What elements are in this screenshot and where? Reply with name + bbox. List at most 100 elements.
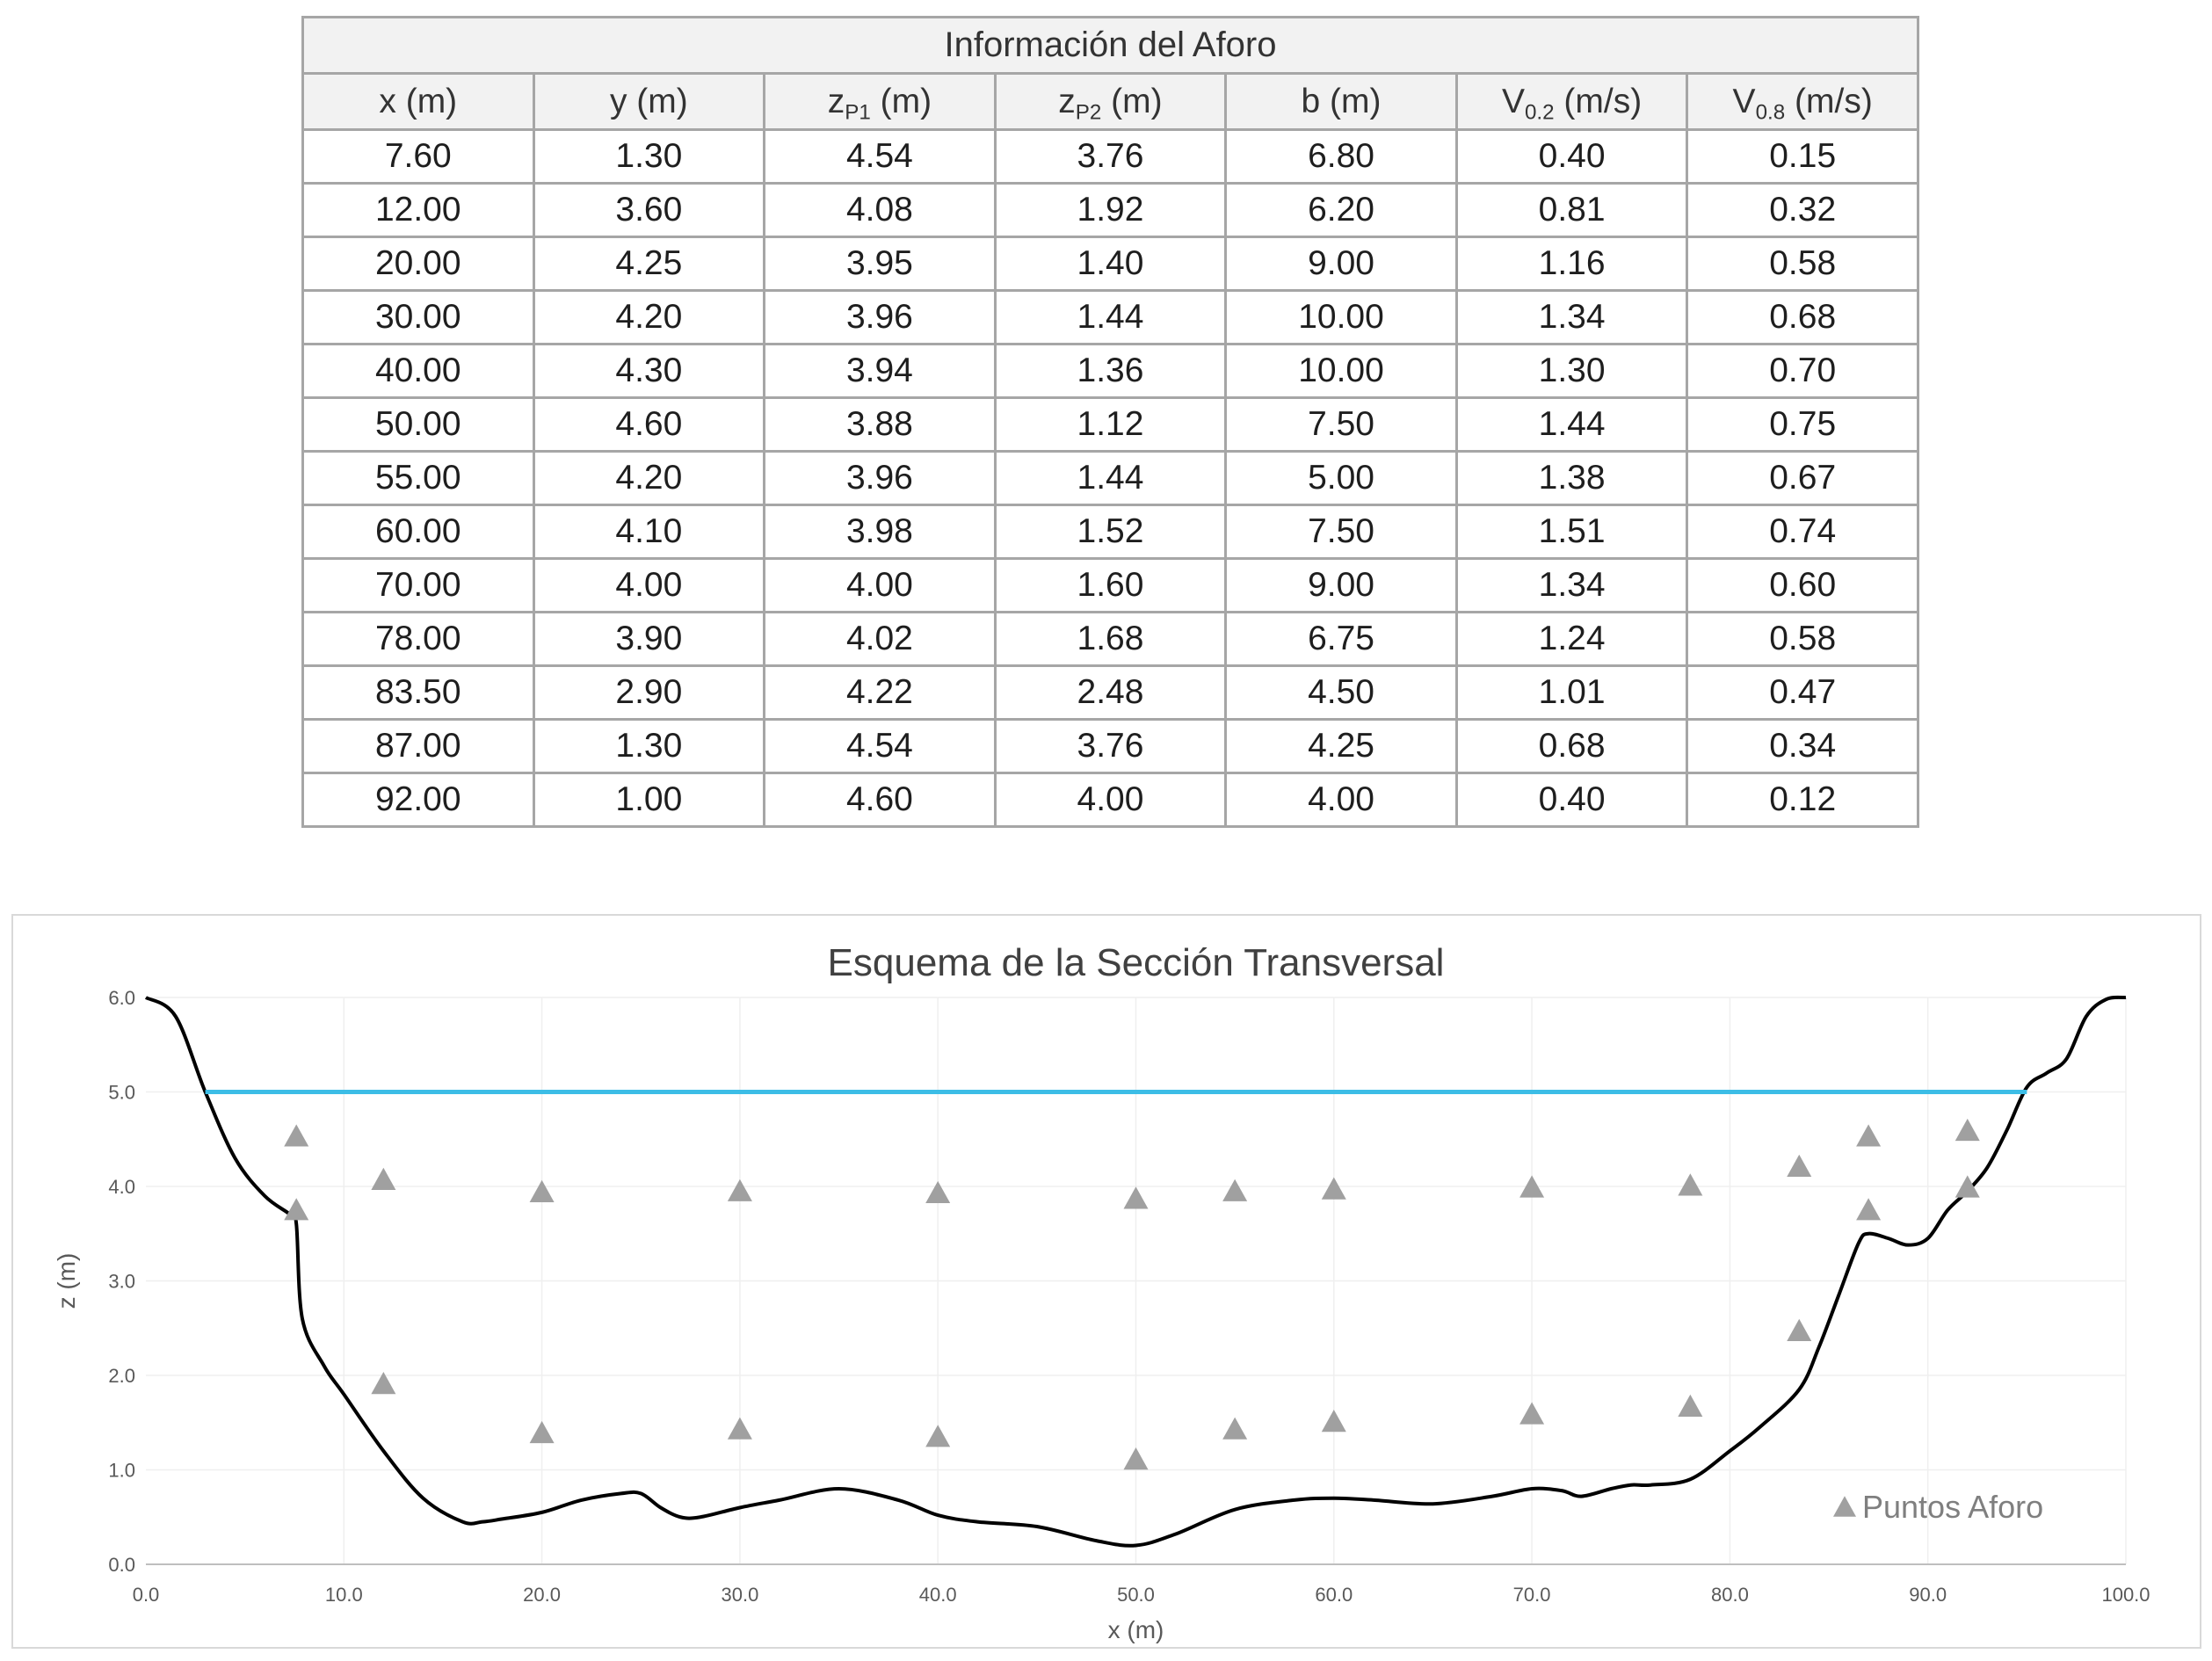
table-cell: 1.30 <box>532 718 766 774</box>
table-cell: 60.00 <box>301 504 535 560</box>
table-cell: 4.00 <box>763 557 997 613</box>
table-cell: 1.12 <box>993 396 1228 453</box>
x-tick-label: 90.0 <box>1909 1584 1947 1606</box>
table-cell: 2.90 <box>532 664 766 721</box>
table-title: Información del Aforo <box>301 16 1919 75</box>
table-cell: 1.34 <box>1454 557 1689 613</box>
table-cell: 1.52 <box>993 504 1228 560</box>
table-cell: 3.76 <box>993 128 1228 185</box>
x-tick-label: 70.0 <box>1513 1584 1551 1606</box>
table-cell: 3.60 <box>532 182 766 238</box>
chart-title: Esquema de la Sección Transversal <box>828 941 1445 984</box>
table-row: 70.00 4.00 4.00 1.60 9.00 1.34 0.60 <box>301 557 1919 613</box>
table-cell: 0.67 <box>1686 450 1919 506</box>
table-cell: 2.48 <box>993 664 1228 721</box>
aforo-point-marker <box>1519 1175 1545 1198</box>
table-cell: 3.88 <box>763 396 997 453</box>
table-cell: 4.20 <box>532 289 766 345</box>
table-cell: 55.00 <box>301 450 535 506</box>
aforo-point-marker <box>1856 1124 1882 1147</box>
aforo-point-marker <box>727 1417 752 1440</box>
aforo-point-marker <box>1222 1179 1248 1201</box>
aforo-point-marker <box>1519 1402 1545 1425</box>
table-cell: 3.95 <box>763 236 997 292</box>
column-header-unit: (m/s) <box>1554 82 1643 120</box>
legend-marker <box>1833 1496 1856 1517</box>
table-cell: 3.96 <box>763 450 997 506</box>
aforo-point-marker <box>1678 1394 1703 1417</box>
table-cell: 4.60 <box>532 396 766 453</box>
table-row: 50.00 4.60 3.88 1.12 7.50 1.44 0.75 <box>301 396 1919 453</box>
x-tick-label: 40.0 <box>919 1584 957 1606</box>
table-cell: 1.40 <box>993 236 1228 292</box>
riverbed-profile-line <box>144 995 2127 1548</box>
column-header-subscript: P1 <box>845 99 871 124</box>
column-header: y (m) <box>532 72 766 131</box>
table-row: 83.50 2.90 4.22 2.48 4.50 1.01 0.47 <box>301 664 1919 721</box>
table-cell: 83.50 <box>301 664 535 721</box>
table-cell: 1.60 <box>993 557 1228 613</box>
column-header-main: V <box>1501 82 1525 120</box>
table-cell: 0.75 <box>1686 396 1919 453</box>
aforo-point-marker <box>1321 1410 1346 1433</box>
table-row: 87.00 1.30 4.54 3.76 4.25 0.68 0.34 <box>301 718 1919 774</box>
table-cell: 0.15 <box>1686 128 1919 185</box>
column-header-unit: (m) <box>870 82 932 120</box>
table-row: 92.00 1.00 4.60 4.00 4.00 0.40 0.12 <box>301 772 1919 828</box>
aforo-point-marker <box>727 1179 752 1201</box>
table-cell: 12.00 <box>301 182 535 238</box>
table-cell: 1.38 <box>1454 450 1689 506</box>
y-tick-label: 0.0 <box>108 1554 135 1576</box>
table-cell: 7.60 <box>301 128 535 185</box>
column-header-main: y (m) <box>609 82 688 120</box>
y-tick-label: 3.0 <box>108 1271 135 1293</box>
table-header-row: x (m) y (m) zP1 (m) zP2 (m) b (m) V0.2 (m/s) V… <box>301 72 1919 131</box>
table-cell: 1.16 <box>1454 236 1689 292</box>
table-cell: 20.00 <box>301 236 535 292</box>
table-cell: 9.00 <box>1224 236 1458 292</box>
table-cell: 1.34 <box>1454 289 1689 345</box>
aforo-point-marker <box>1955 1175 1980 1198</box>
table-cell: 0.70 <box>1686 343 1919 399</box>
chart-legend: Puntos Aforo <box>1833 1489 2043 1525</box>
table-cell: 1.30 <box>532 128 766 185</box>
table-cell: 0.40 <box>1454 128 1689 185</box>
y-tick-label: 5.0 <box>108 1082 135 1104</box>
table-cell: 0.12 <box>1686 772 1919 828</box>
table-cell: 1.68 <box>993 611 1228 667</box>
y-axis-label: z (m) <box>53 1253 80 1309</box>
column-header-subscript: P2 <box>1075 99 1102 124</box>
chart-grid <box>146 997 2127 1564</box>
column-header-main: V <box>1732 82 1756 120</box>
aforo-point-marker <box>1678 1173 1703 1196</box>
column-header-main: b (m) <box>1301 82 1382 120</box>
table-row: 12.00 3.60 4.08 1.92 6.20 0.81 0.32 <box>301 182 1919 238</box>
y-tick-label: 2.0 <box>108 1365 135 1387</box>
table-cell: 4.22 <box>763 664 997 721</box>
aforo-point-marker <box>529 1179 555 1202</box>
table-row: 20.00 4.25 3.95 1.40 9.00 1.16 0.58 <box>301 236 1919 292</box>
y-tick-label: 6.0 <box>108 987 135 1009</box>
aforo-point-marker <box>1787 1318 1812 1341</box>
aforo-point-marker <box>1222 1417 1248 1440</box>
table-cell: 0.74 <box>1686 504 1919 560</box>
table-cell: 0.32 <box>1686 182 1919 238</box>
table-cell: 4.02 <box>763 611 997 667</box>
aforo-point-marker <box>529 1420 555 1444</box>
table-cell: 9.00 <box>1224 557 1458 613</box>
table-cell: 1.51 <box>1454 504 1689 560</box>
table-cell: 1.36 <box>993 343 1228 399</box>
column-header: zP1 (m) <box>763 72 997 131</box>
column-header: V0.2 (m/s) <box>1454 72 1689 131</box>
table-cell: 5.00 <box>1224 450 1458 506</box>
column-header: x (m) <box>301 72 535 131</box>
table-row: 30.00 4.20 3.96 1.44 10.00 1.34 0.68 <box>301 289 1919 345</box>
table-cell: 3.76 <box>993 718 1228 774</box>
x-axis-label: x (m) <box>1108 1616 1164 1643</box>
table-cell: 4.00 <box>1224 772 1458 828</box>
aforo-point-marker <box>1955 1118 1980 1142</box>
table-cell: 6.80 <box>1224 128 1458 185</box>
table-cell: 10.00 <box>1224 343 1458 399</box>
aforo-point-marker <box>1856 1198 1882 1221</box>
table-cell: 4.30 <box>532 343 766 399</box>
